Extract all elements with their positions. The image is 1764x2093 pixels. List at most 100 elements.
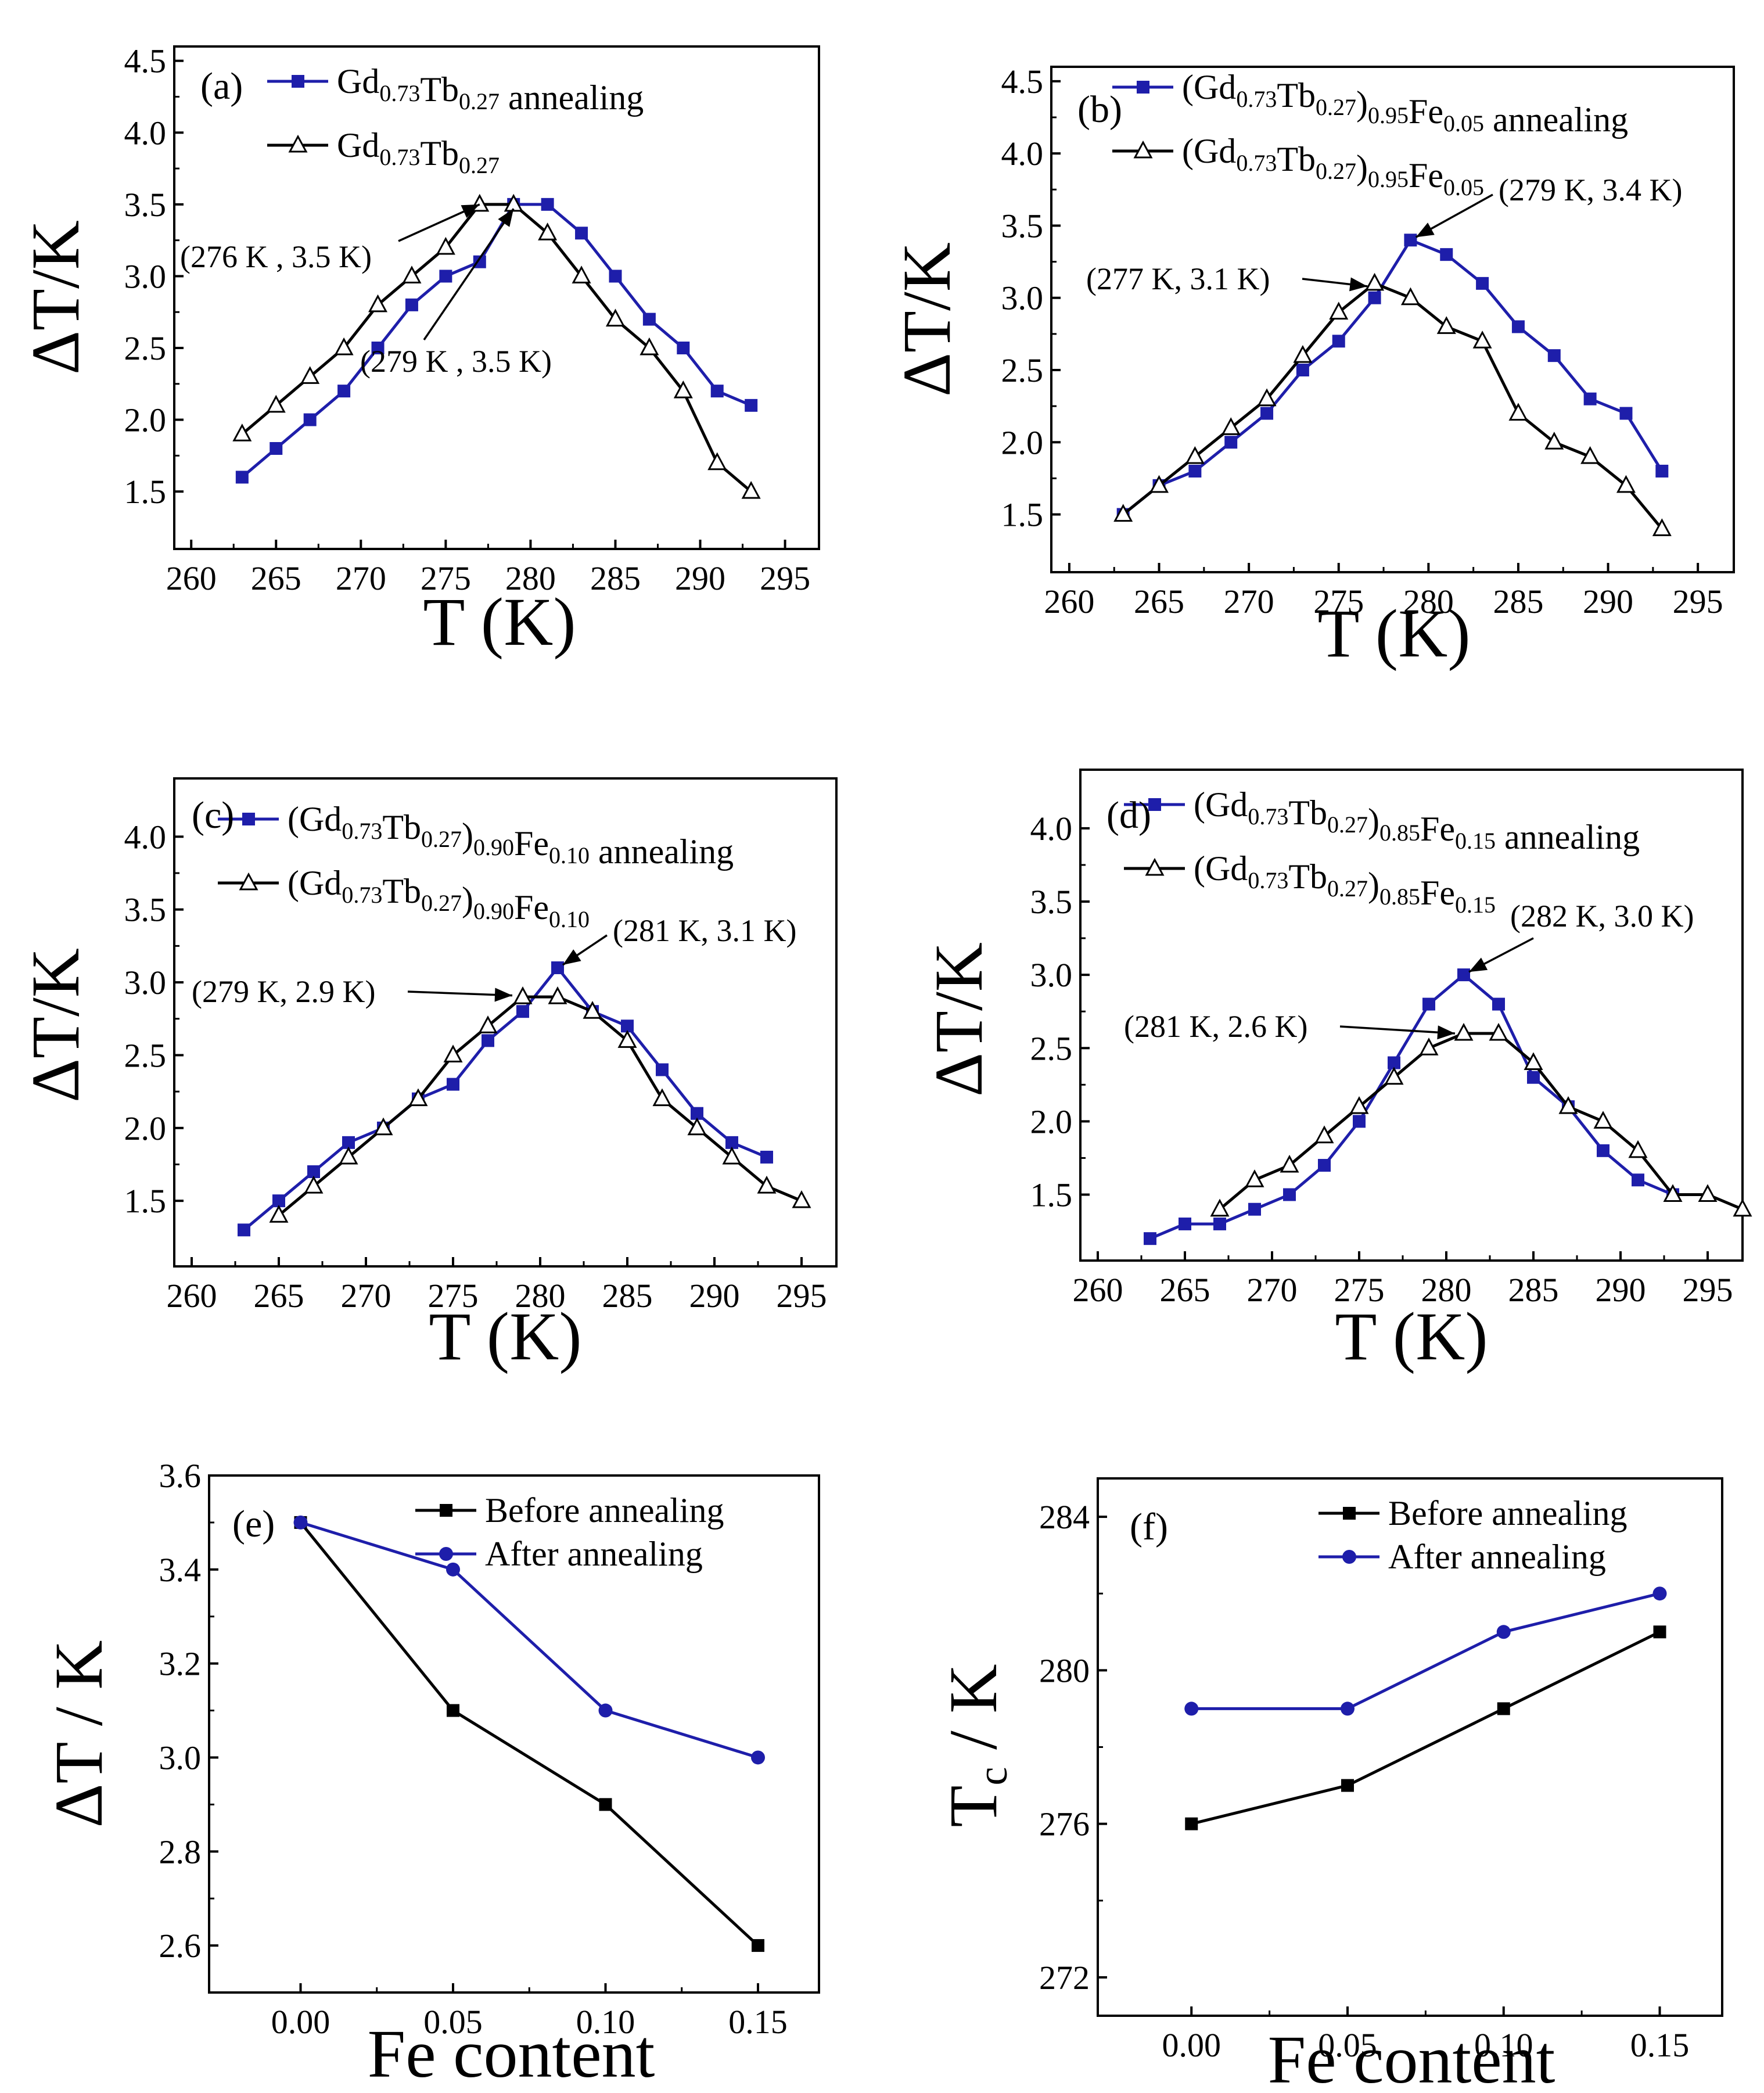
y-tick-label: 2.5 [1001,351,1044,389]
series-line [1122,238,1664,516]
data-point [1384,1067,1404,1085]
data-point [1341,1779,1354,1792]
data-point [792,1190,811,1208]
legend-label: (Gd0.73Tb0.27)0.85Fe0.15 annealing [1194,785,1640,856]
y-tick-label: 3.4 [159,1551,202,1589]
x-tick-label: 260 [1044,583,1094,620]
data-point [1511,320,1525,333]
y-axis-title: ΔT / K [41,1640,117,1828]
data-point [339,1146,358,1165]
legend-label: (Gd0.73Tb0.27)0.95Fe0.05 [1182,132,1484,200]
data-point [482,1034,494,1047]
data-point [1113,504,1133,522]
y-tick-label: 3.5 [1030,883,1073,921]
data-point [1496,1625,1511,1639]
annotation: (277 K, 3.1 K) [1086,261,1368,296]
series-c-1 [269,986,811,1223]
data-point [621,1019,634,1033]
x-tick-label: 275 [428,1277,479,1315]
y-tick-label: 280 [1039,1652,1090,1689]
x-tick-label: 290 [1583,583,1633,620]
annotation-arrow-head [461,204,480,218]
data-point [1368,291,1381,304]
data-point [599,1798,612,1811]
annotation: (279 K , 3.5 K) [360,208,552,379]
y-axis-title: Tc / K [935,1664,1016,1827]
data-point [266,394,286,413]
legend-marker [288,134,308,153]
x-tick-label: 290 [1596,1271,1646,1309]
data-point [1698,1184,1718,1202]
y-axis-title: ΔT/K [17,948,94,1103]
legend-label: After annealing [1388,1538,1606,1576]
x-tick-label: 270 [341,1277,391,1315]
chart-panel-f: 0.00 0.05 0.10 0.15 272 276 280 284 Before annea… [935,1477,1723,2093]
data-point [1179,1217,1191,1230]
data-point [1188,465,1202,478]
y-tick-label: 276 [1039,1805,1090,1843]
data-point [1508,403,1528,421]
x-tick-label: 265 [254,1277,304,1315]
y-tick-label: 4.5 [1001,63,1044,100]
y-tick-label: 4.0 [1030,810,1073,848]
annotation-arrow-line [407,990,513,997]
data-point [1663,1184,1683,1202]
series-d-0 [1144,968,1679,1245]
data-point [1213,1217,1226,1230]
x-tick-label: 0.00 [271,2003,330,2041]
data-point [572,265,591,283]
y-tick-label: 1.5 [124,1182,167,1220]
series-b-1 [1113,272,1672,536]
y-tick-label: 3.5 [124,891,167,929]
y-tick-label: 1.5 [1001,496,1044,534]
annotation-label: (277 K, 3.1 K) [1086,261,1270,296]
data-point [1457,968,1470,982]
legend-marker [1342,1550,1356,1564]
data-point [373,1117,393,1136]
data-point [504,193,523,212]
data-point [1628,1140,1648,1158]
x-tick-label: 0.10 [1474,2026,1533,2064]
data-point [687,1117,707,1136]
data-point [617,1030,637,1048]
data-point [1221,417,1241,435]
data-point [1293,344,1313,363]
y-tick-label: 284 [1039,1498,1090,1536]
y-tick-label: 2.5 [1030,1029,1073,1067]
legend-marker [1148,798,1161,811]
data-point [760,1150,773,1164]
y-tick-label: 3.2 [159,1645,202,1683]
x-tick-label: 265 [1134,583,1184,620]
y-tick-label: 3.0 [1030,956,1073,994]
legend-entry: Gd0.73Tb0.27 annealing [267,62,644,117]
data-point [707,452,727,471]
series-line [299,1521,759,1947]
plot-frame [173,45,820,550]
data-point [1616,475,1636,493]
data-point [1652,518,1672,536]
data-point [1185,446,1205,464]
annotation: (276 K , 3.5 K) [180,203,480,274]
data-point [677,342,690,354]
legend-marker [1343,1507,1356,1520]
x-tick-label: 265 [251,559,301,597]
x-tick-label: 295 [777,1277,827,1315]
data-point [722,1146,742,1165]
annotation: (281 K, 2.6 K) [1124,1009,1456,1044]
data-point [408,1088,428,1107]
data-point [337,385,351,398]
series-f-1 [1184,1586,1667,1716]
legend-marker [1137,81,1149,94]
data-point [1655,465,1669,478]
data-point [473,255,486,268]
data-point [1296,364,1309,376]
data-point [757,1175,777,1194]
y-tick-label: 4.5 [124,42,167,80]
y-tick-label: 2.0 [1030,1103,1073,1140]
annotation-label: (279 K , 3.5 K) [360,344,552,379]
legend-label: Before annealing [485,1491,724,1530]
annotation: (279 K, 3.4 K) [1415,173,1682,238]
x-tick-label: 285 [590,559,641,597]
annotation-arrow-head [1469,957,1488,972]
y-tick-label: 2.5 [124,329,167,367]
